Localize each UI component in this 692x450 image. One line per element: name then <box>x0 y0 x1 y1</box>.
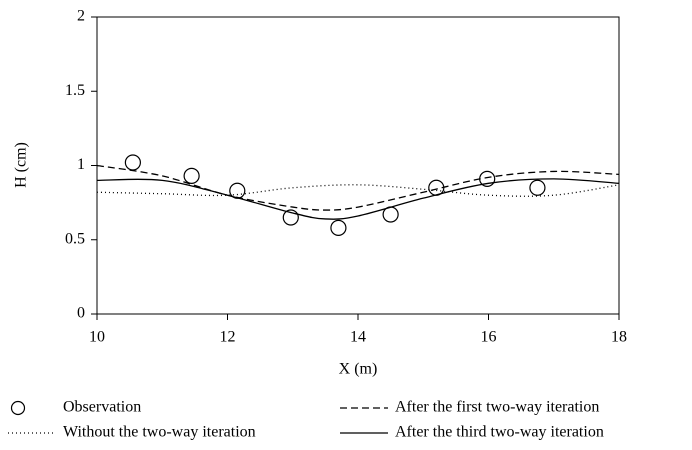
y-tick-label: 2 <box>77 8 85 25</box>
line-series <box>96 178 620 220</box>
x-tick-label: 10 <box>89 329 105 346</box>
observation-point <box>183 167 200 184</box>
y-axis-label: H (cm) <box>13 142 30 188</box>
x-tick-label: 18 <box>611 329 627 346</box>
y-tick-label: 0 <box>77 305 85 322</box>
x-tick-label: 12 <box>220 329 236 346</box>
legend-label: After the third two-way iteration <box>395 424 604 441</box>
x-axis-label: X (m) <box>339 361 378 378</box>
line-series <box>96 164 620 211</box>
observation-point <box>529 179 546 196</box>
plot-frame <box>96 16 620 315</box>
y-tick-label: 1 <box>77 156 85 173</box>
y-tick-label: 0.5 <box>65 230 85 247</box>
legend-label: Observation <box>63 399 141 416</box>
observation-point <box>330 219 347 236</box>
observation-point <box>124 154 141 171</box>
y-tick-label: 1.5 <box>65 82 85 99</box>
x-tick-label: 16 <box>481 329 497 346</box>
line-series <box>96 184 620 197</box>
x-tick-label: 14 <box>350 329 366 346</box>
legend-label: Without the two-way iteration <box>63 424 256 441</box>
legend-marker <box>10 400 26 416</box>
legend-label: After the first two-way iteration <box>395 399 599 416</box>
